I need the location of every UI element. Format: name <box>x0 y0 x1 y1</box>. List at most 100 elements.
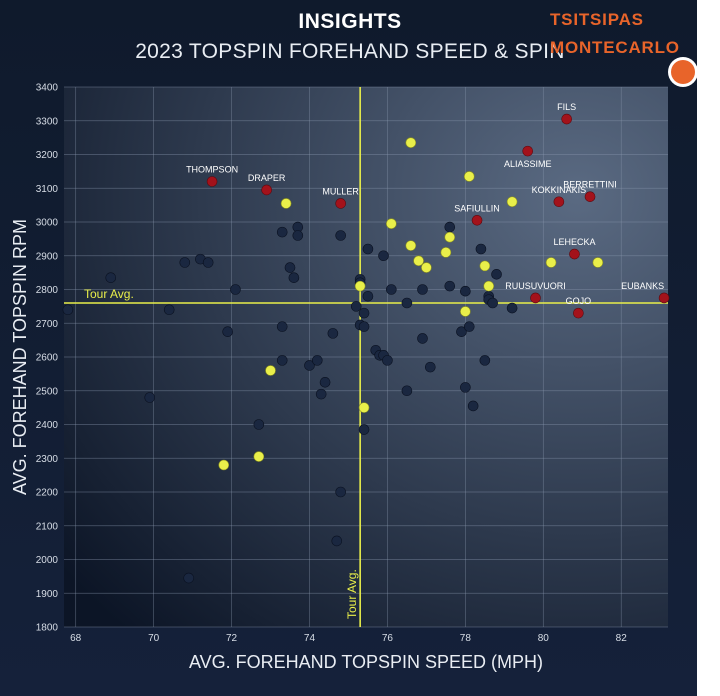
player-dot <box>460 285 471 297</box>
player-dot <box>487 297 498 309</box>
highlight-dot <box>405 137 417 148</box>
player-dot <box>491 269 502 280</box>
y-tick-label: 2700 <box>36 319 59 330</box>
player-dot <box>319 377 331 388</box>
player-dot <box>304 360 315 371</box>
player-dot <box>401 297 413 309</box>
player-dot <box>276 321 288 332</box>
player-dot <box>358 321 370 332</box>
x-tick-label: 70 <box>148 633 160 644</box>
player-dot <box>456 326 467 337</box>
y-axis-ticks: 1800 1900 2000 2100 2200 2300 2400 2500 2600 2700… <box>36 83 59 634</box>
x-tick-label: 76 <box>382 633 394 644</box>
player-dot <box>444 280 456 292</box>
y-tick-label: 3100 <box>36 184 59 195</box>
y-tick-label: 3400 <box>36 83 59 94</box>
named-player-dot <box>261 184 272 196</box>
highlight-dot <box>253 451 265 462</box>
x-tick-label: 78 <box>460 633 472 644</box>
chart-title: INSIGHTS <box>298 10 402 33</box>
player-name-label: RUUSUVUORI <box>505 281 566 291</box>
player-dot <box>362 290 374 302</box>
brand-name: TSITSIPAS <box>550 10 644 29</box>
player-name-label: MULLER <box>322 186 359 196</box>
player-dot <box>179 257 191 268</box>
y-tick-label: 1900 <box>36 589 59 600</box>
player-dot <box>253 419 265 430</box>
y-tick-label: 3300 <box>36 116 59 127</box>
tour-average-lines: Tour Avg. Tour Avg. <box>64 87 668 627</box>
player-dot <box>144 392 156 403</box>
player-dot <box>362 243 374 255</box>
y-tick-label: 3200 <box>36 150 59 161</box>
player-name-label: KOKKINAKIS <box>532 185 587 195</box>
player-dot <box>163 304 175 316</box>
named-player-dot <box>471 215 483 226</box>
x-axis-title: AVG. FOREHAND TOPSPIN SPEED (MPH) <box>189 652 543 672</box>
highlight-dot <box>463 171 475 182</box>
named-player-dot <box>206 176 218 187</box>
y-tick-label: 2400 <box>36 420 59 431</box>
player-dot <box>327 328 339 339</box>
highlight-dot <box>506 196 518 208</box>
player-dot <box>479 355 491 366</box>
player-dot <box>358 424 370 435</box>
scatter-chart: 1800 1900 2000 2100 2200 2300 2400 2500 2600 2700… <box>10 83 670 672</box>
player-dot <box>183 572 194 584</box>
player-dot <box>417 284 428 295</box>
y-axis-title: AVG. FOREHAND TOPSPIN RPM <box>10 219 30 495</box>
player-dot <box>467 400 479 412</box>
player-name-label: BERRETTINI <box>563 180 617 190</box>
player-dot <box>292 230 304 241</box>
x-tick-label: 72 <box>226 633 238 644</box>
player-dot <box>311 355 323 366</box>
player-dot <box>335 486 346 498</box>
highlight-dot <box>413 255 424 267</box>
x-tick-label: 82 <box>616 633 628 644</box>
named-player-dot <box>573 307 584 319</box>
player-dot <box>444 221 456 233</box>
x-tick-label: 74 <box>304 633 316 644</box>
highlight-dot <box>386 218 397 229</box>
player-dot <box>350 301 362 312</box>
player-dot <box>463 321 475 332</box>
player-dot <box>382 355 393 366</box>
highlight-dot <box>358 402 370 413</box>
named-player-dot <box>658 292 670 304</box>
player-dot <box>276 355 288 366</box>
named-player-dot <box>335 198 346 209</box>
y-tick-label: 2300 <box>36 454 59 465</box>
named-player-dot <box>553 196 565 208</box>
brand-ball-icon <box>671 60 695 84</box>
player-dot <box>288 272 300 283</box>
y-tick-label: 2500 <box>36 386 59 397</box>
player-dot <box>417 333 428 344</box>
player-name-label: THOMPSON <box>186 165 238 175</box>
y-tick-label: 3000 <box>36 218 59 229</box>
named-player-dot <box>530 292 541 304</box>
highlight-dot <box>460 306 471 317</box>
player-dot <box>315 388 327 400</box>
player-dot <box>401 385 413 397</box>
named-player-dot <box>522 145 534 157</box>
tour-avg-label-v: Tour Avg. <box>345 569 359 619</box>
highlight-dot <box>545 257 557 268</box>
player-dot <box>358 307 370 319</box>
player-dot <box>378 250 389 262</box>
x-tick-label: 68 <box>70 633 82 644</box>
highlight-dot <box>479 260 491 272</box>
highlight-dot <box>592 257 604 268</box>
player-name-label: GOJO <box>566 296 592 306</box>
y-tick-label: 2200 <box>36 488 59 499</box>
brand-tournament: MONTECARLO <box>550 38 680 57</box>
highlight-dot <box>354 280 366 292</box>
y-tick-label: 1800 <box>36 623 59 634</box>
highlight-dot <box>421 262 432 273</box>
player-dot <box>331 535 343 547</box>
chart-subtitle: 2023 TOPSPIN FOREHAND SPEED & SPIN <box>135 40 565 63</box>
player-dot <box>230 284 241 295</box>
player-name-label: SAFIULLIN <box>454 203 500 213</box>
named-player-dot <box>561 113 572 125</box>
y-tick-label: 2800 <box>36 285 59 296</box>
y-tick-label: 2000 <box>36 555 59 566</box>
